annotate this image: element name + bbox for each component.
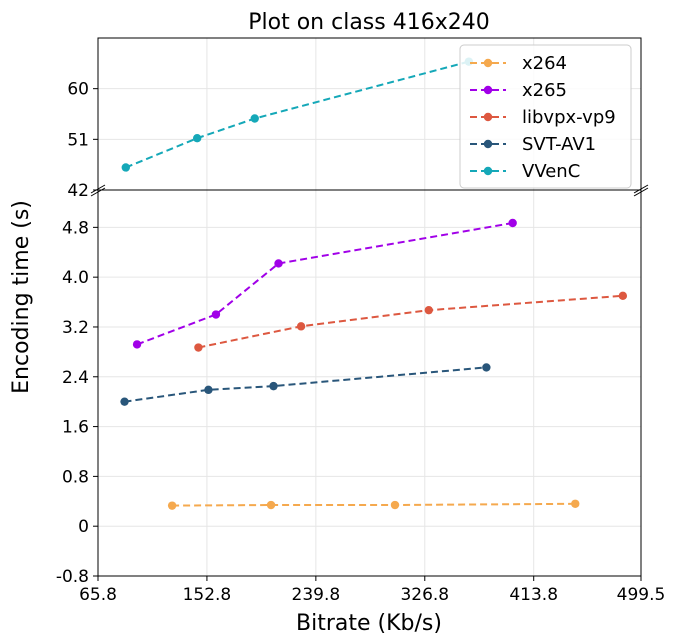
- data-point: [508, 218, 517, 228]
- data-point: [192, 134, 202, 143]
- data-point: [121, 163, 130, 172]
- legend-item: libvpx-vp9: [470, 107, 616, 128]
- legend-label: VVenC: [522, 161, 580, 182]
- axis-break-marks: [90, 184, 649, 197]
- data-point: [482, 363, 491, 372]
- y-tick-label: 1.6: [62, 418, 89, 438]
- data-point: [250, 114, 259, 123]
- lower-grid: [97, 190, 642, 577]
- y-tick-label: 0.8: [62, 467, 89, 487]
- data-point: [269, 381, 278, 391]
- legend-marker: [483, 139, 493, 149]
- upper-y-axis-ticks: 42 51 60: [67, 80, 98, 201]
- x-tick-label: 65.8: [79, 585, 117, 605]
- x-tick-label: 326.8: [400, 585, 449, 605]
- legend-item: VVenC: [470, 161, 580, 182]
- y-tick-label: 2.4: [62, 368, 89, 388]
- y-tick-label: 42: [67, 181, 89, 201]
- chart-title: Plot on class 416x240: [248, 10, 489, 35]
- data-point: [266, 500, 276, 510]
- legend-marker: [483, 85, 493, 95]
- x-tick-label: 152.8: [183, 585, 232, 605]
- legend: x264 x265 libvpx-vp9 SVT-AV1 VVenC: [459, 44, 632, 189]
- x-axis-title: Bitrate (Kb/s): [296, 611, 442, 636]
- y-tick-label: 3.2: [62, 318, 89, 338]
- legend-label: x265: [522, 80, 567, 101]
- series-svt-av1: [120, 363, 491, 406]
- y-tick-label: -0.8: [56, 567, 89, 587]
- data-point: [204, 385, 213, 395]
- legend-item: x264: [470, 53, 567, 74]
- x-tick-label: 239.8: [292, 585, 341, 605]
- data-point: [132, 340, 142, 349]
- legend-label: x264: [522, 53, 567, 74]
- series-vvenc: [121, 57, 474, 172]
- data-point: [274, 259, 283, 268]
- y-tick-label: 4.8: [62, 218, 89, 238]
- series-line: [124, 366, 487, 403]
- legend-items: x264 x265 libvpx-vp9 SVT-AV1 VVenC: [470, 53, 616, 182]
- x-tick-label: 499.5: [617, 585, 666, 605]
- series-x265: [132, 218, 517, 349]
- lower-y-axis-ticks: -0.8 0 0.8 1.6 2.4 3.2 4.0 4.8: [56, 218, 98, 587]
- data-point: [167, 501, 177, 510]
- series-line: [136, 222, 513, 346]
- data-point: [390, 500, 400, 510]
- series-x264: [167, 499, 580, 510]
- data-point: [120, 397, 129, 406]
- lower-panel-frame: [97, 189, 642, 577]
- series-line: [125, 60, 470, 169]
- series-layer: [120, 57, 628, 510]
- x-tick-label: 413.8: [509, 585, 558, 605]
- y-tick-label: 51: [67, 130, 89, 150]
- data-point: [296, 322, 306, 331]
- legend-box: [459, 44, 632, 189]
- y-tick-label: 0: [78, 517, 89, 537]
- data-point: [211, 310, 221, 319]
- legend-item: SVT-AV1: [470, 134, 596, 155]
- series-line: [198, 294, 623, 349]
- series-libvpx-vp9: [194, 291, 628, 352]
- y-axis-title: Encoding time (s): [9, 200, 34, 394]
- y-tick-label: 60: [67, 80, 89, 100]
- legend-marker: [483, 58, 493, 68]
- data-point: [424, 305, 433, 315]
- data-point: [194, 343, 203, 352]
- legend-marker: [483, 112, 493, 122]
- legend-label: libvpx-vp9: [522, 107, 616, 128]
- y-tick-label: 4.0: [62, 268, 89, 288]
- data-point: [571, 499, 580, 508]
- x-axis-ticks: 65.8 152.8 239.8 326.8 413.8 499.5: [79, 576, 665, 605]
- legend-marker: [483, 166, 493, 176]
- series-line: [172, 502, 576, 507]
- legend-item: x265: [470, 80, 567, 101]
- legend-label: SVT-AV1: [522, 134, 596, 155]
- data-point: [618, 291, 628, 301]
